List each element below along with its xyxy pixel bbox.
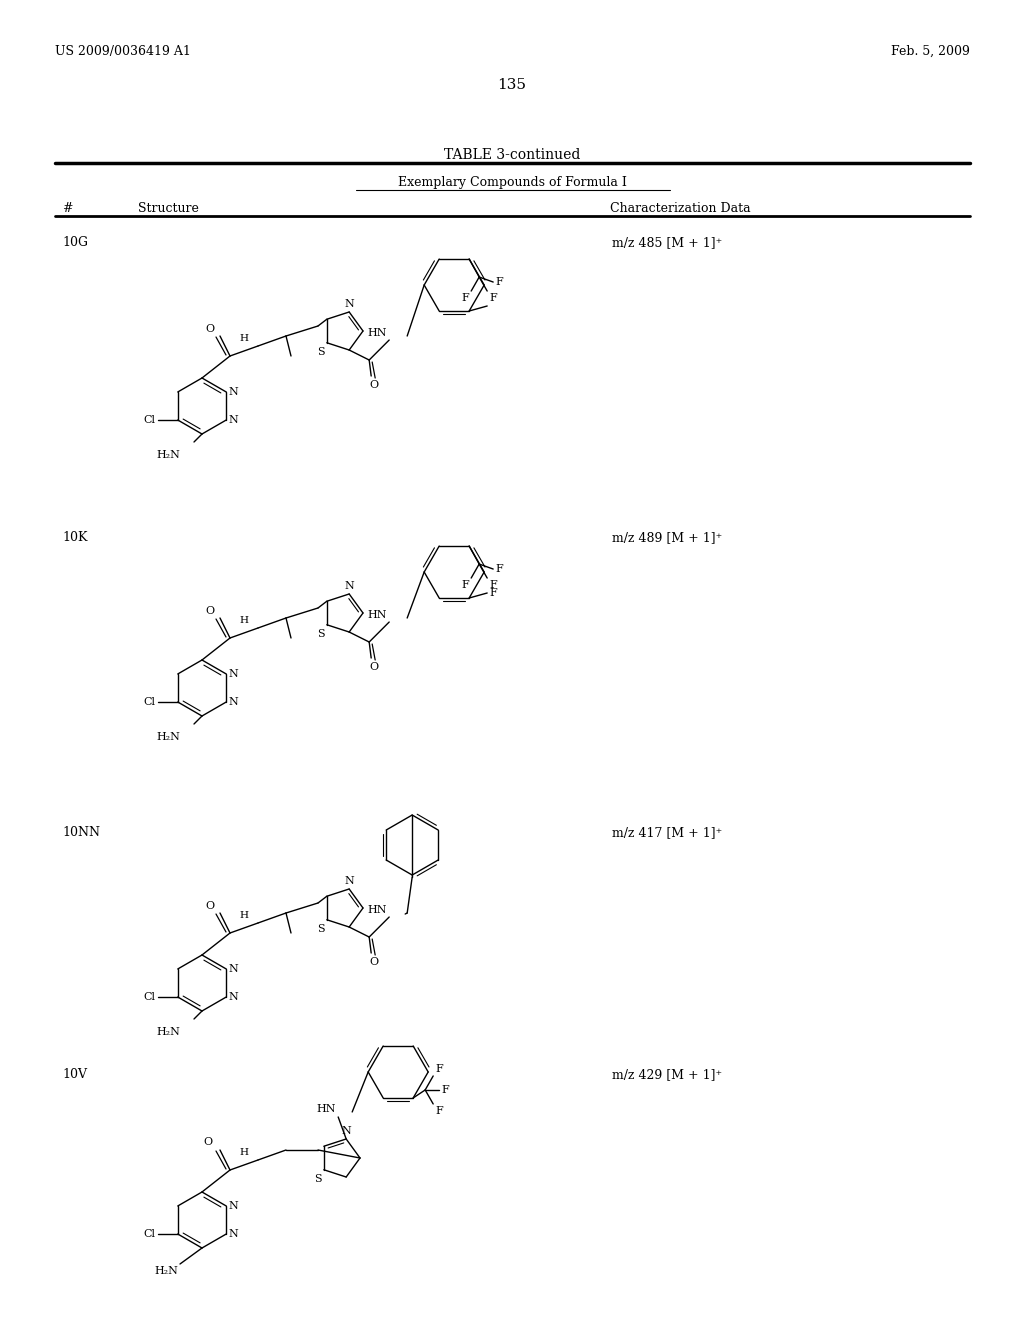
Text: US 2009/0036419 A1: US 2009/0036419 A1 <box>55 45 190 58</box>
Text: O: O <box>370 663 379 672</box>
Text: N: N <box>344 298 354 309</box>
Text: F: F <box>489 587 497 598</box>
Text: F: F <box>462 293 469 304</box>
Text: O: O <box>370 380 379 389</box>
Text: 10G: 10G <box>62 236 88 249</box>
Text: O: O <box>370 957 379 968</box>
Text: H₂N: H₂N <box>155 1266 178 1276</box>
Text: F: F <box>496 564 503 574</box>
Text: m/z 417 [M + 1]⁺: m/z 417 [M + 1]⁺ <box>612 826 722 840</box>
Text: m/z 429 [M + 1]⁺: m/z 429 [M + 1]⁺ <box>612 1068 722 1081</box>
Text: H₂N: H₂N <box>156 450 180 459</box>
Text: 10V: 10V <box>62 1068 87 1081</box>
Text: Cl: Cl <box>143 414 156 425</box>
Text: N: N <box>228 1229 238 1239</box>
Text: N: N <box>344 581 354 591</box>
Text: S: S <box>317 628 325 639</box>
Text: 10K: 10K <box>62 531 87 544</box>
Text: Feb. 5, 2009: Feb. 5, 2009 <box>891 45 970 58</box>
Text: F: F <box>441 1085 449 1096</box>
Text: H₂N: H₂N <box>156 1027 180 1038</box>
Text: Exemplary Compounds of Formula I: Exemplary Compounds of Formula I <box>397 176 627 189</box>
Text: HN: HN <box>368 906 387 915</box>
Text: TABLE 3-continued: TABLE 3-continued <box>443 148 581 162</box>
Text: F: F <box>489 579 497 590</box>
Text: 10NN: 10NN <box>62 826 100 840</box>
Text: N: N <box>228 669 238 678</box>
Text: Cl: Cl <box>143 1229 156 1239</box>
Text: H: H <box>240 616 249 624</box>
Text: F: F <box>489 293 497 304</box>
Text: F: F <box>462 579 469 590</box>
Text: N: N <box>228 414 238 425</box>
Text: F: F <box>496 277 503 286</box>
Text: S: S <box>317 924 325 933</box>
Text: m/z 485 [M + 1]⁺: m/z 485 [M + 1]⁺ <box>612 236 722 249</box>
Text: 135: 135 <box>498 78 526 92</box>
Text: N: N <box>228 993 238 1002</box>
Text: O: O <box>205 902 214 911</box>
Text: H: H <box>240 911 249 920</box>
Text: N: N <box>228 387 238 397</box>
Text: S: S <box>314 1173 322 1184</box>
Text: N: N <box>228 964 238 974</box>
Text: Cl: Cl <box>143 993 156 1002</box>
Text: S: S <box>317 347 325 356</box>
Text: Structure: Structure <box>138 202 199 215</box>
Text: N: N <box>344 876 354 886</box>
Text: HN: HN <box>368 329 387 338</box>
Text: m/z 489 [M + 1]⁺: m/z 489 [M + 1]⁺ <box>612 531 722 544</box>
Text: H₂N: H₂N <box>156 733 180 742</box>
Text: F: F <box>435 1064 443 1074</box>
Text: H: H <box>240 334 249 343</box>
Text: Cl: Cl <box>143 697 156 708</box>
Text: O: O <box>205 323 214 334</box>
Text: O: O <box>205 606 214 616</box>
Text: HN: HN <box>368 610 387 620</box>
Text: O: O <box>203 1137 212 1147</box>
Text: F: F <box>435 1106 443 1115</box>
Text: HN: HN <box>316 1104 336 1114</box>
Text: Characterization Data: Characterization Data <box>610 202 751 215</box>
Text: N: N <box>228 1201 238 1210</box>
Text: #: # <box>62 202 73 215</box>
Text: N: N <box>341 1126 351 1137</box>
Text: N: N <box>228 697 238 708</box>
Text: H: H <box>240 1148 249 1158</box>
